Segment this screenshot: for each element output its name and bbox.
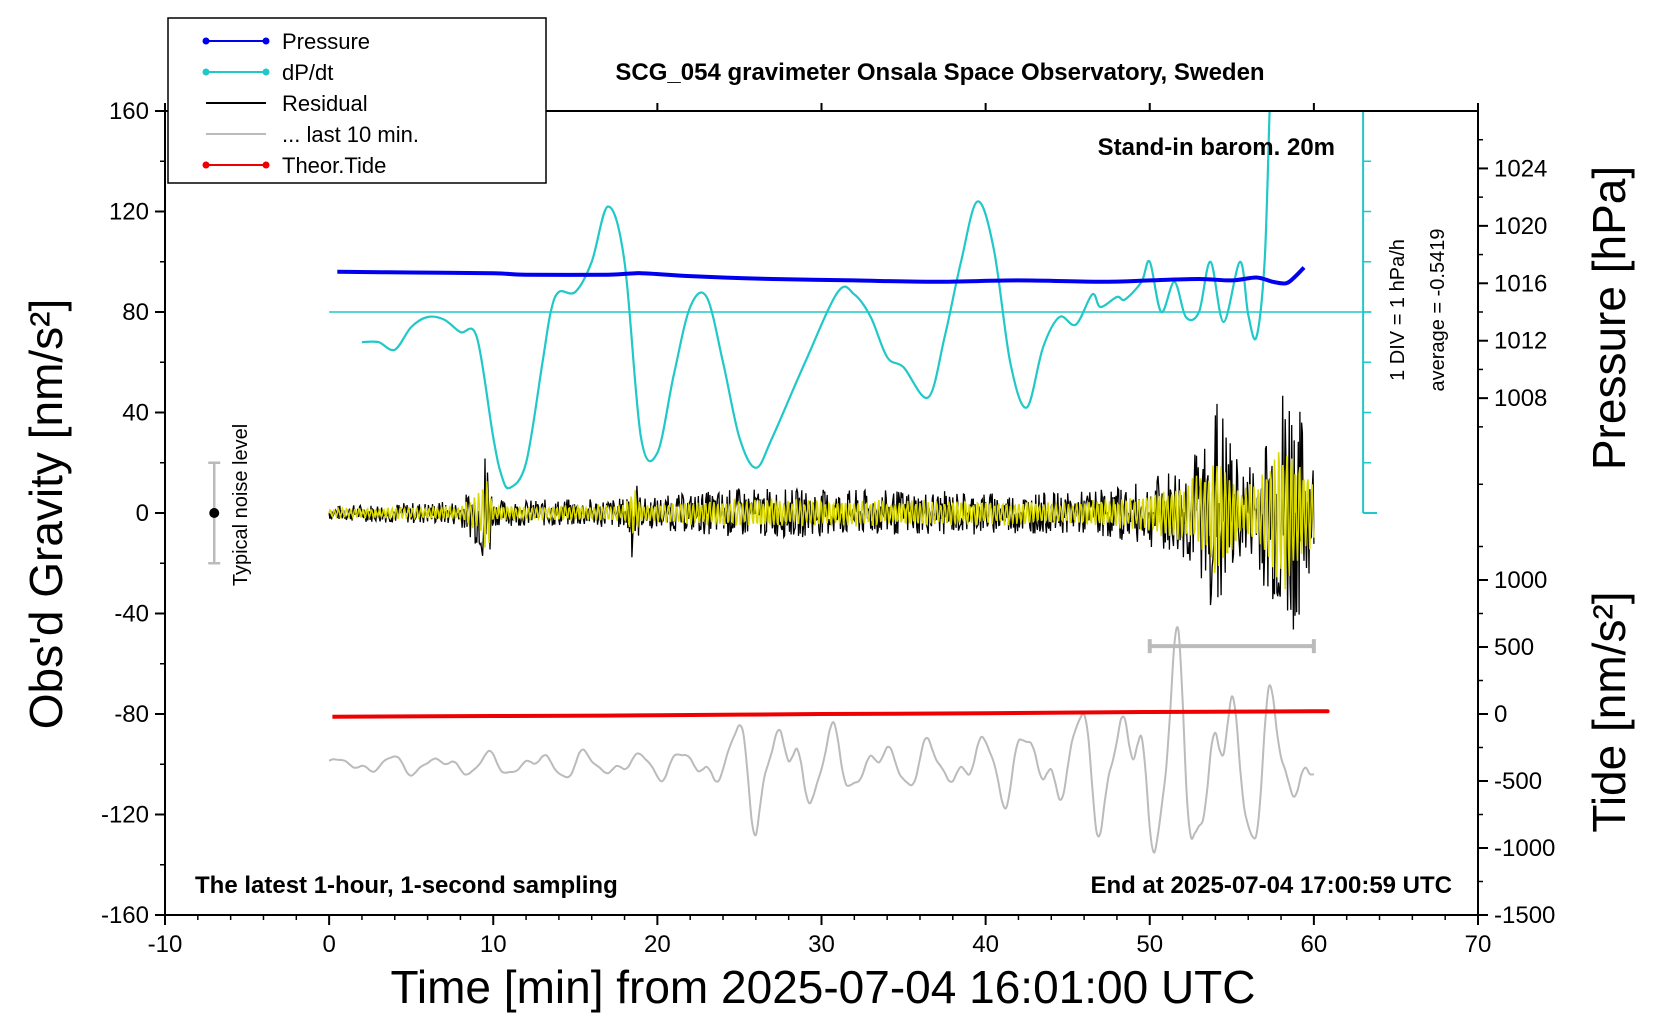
tide-tick-label: -1500 <box>1494 902 1555 929</box>
y-tick-label: 40 <box>122 400 149 427</box>
latest-note: The latest 1-hour, 1-second sampling <box>195 872 618 899</box>
tide-tick-label: 500 <box>1494 634 1534 661</box>
plot-clipped-group <box>208 111 1378 854</box>
legend-label: Pressure <box>282 29 370 54</box>
legend-label: dP/dt <box>282 60 333 85</box>
x-axis-title: Time [min] from 2025-07-04 16:01:00 UTC <box>391 961 1256 1013</box>
y-tick-label: -80 <box>114 701 149 728</box>
pressure-tick-label: 1016 <box>1494 270 1547 297</box>
y-tick-label: 120 <box>109 199 149 226</box>
plot-area <box>208 111 1378 854</box>
tide-tick-label: 0 <box>1494 701 1507 728</box>
legend-marker <box>262 37 270 45</box>
noise-level-label: Typical noise level <box>230 424 252 586</box>
average-note: average = -0.5419 <box>1427 229 1449 392</box>
x-tick-label: 70 <box>1465 931 1492 958</box>
dpdt-line <box>361 111 1271 490</box>
y-tick-label: 160 <box>109 98 149 125</box>
tide-tick-label: -500 <box>1494 768 1542 795</box>
x-tick-label: 60 <box>1301 931 1328 958</box>
pressure-tick-label: 1020 <box>1494 213 1547 240</box>
legend-marker <box>202 37 210 45</box>
y-tick-label: 0 <box>136 500 149 527</box>
x-tick-label: 50 <box>1136 931 1163 958</box>
axes: -10 0 10 20 30 40 50 60 7016012080400-40-80-120-… <box>101 98 1555 958</box>
y-tick-label: -40 <box>114 601 149 628</box>
chart-title: SCG_054 gravimeter Onsala Space Observat… <box>615 59 1264 86</box>
tide-tick-label: 1000 <box>1494 567 1547 594</box>
pressure-tick-label: 1012 <box>1494 328 1547 355</box>
x-tick-label: 0 <box>322 931 335 958</box>
scale-div-note: 1 DIV = 1 hPa/h <box>1387 239 1409 381</box>
annotations: SCG_054 gravimeter Onsala Space Observat… <box>20 59 1635 1013</box>
legend-marker <box>202 68 210 76</box>
pressure-tick-label: 1024 <box>1494 155 1547 182</box>
y-tick-label: -160 <box>101 902 149 929</box>
x-tick-label: 30 <box>808 931 835 958</box>
pressure-line <box>337 266 1306 286</box>
y-axis-title-pressure: Pressure [hPa] <box>1583 166 1635 470</box>
pressure-tick-label: 1008 <box>1494 385 1547 412</box>
last10-line <box>328 626 1315 854</box>
legend-marker <box>262 68 270 76</box>
legend: Pressure dP/dt Residual ... last 10 min. The… <box>167 17 547 184</box>
legend-label: Theor.Tide <box>282 153 386 178</box>
barometer-note: Stand-in barom. 20m <box>1098 134 1335 161</box>
tide-line <box>332 709 1330 719</box>
x-tick-label: 40 <box>972 931 999 958</box>
y-axis-title-tide: Tide [nm/s²] <box>1583 591 1635 832</box>
residual-line <box>328 395 1315 630</box>
y-axis-title-left: Obs'd Gravity [nm/s²] <box>20 299 72 730</box>
end-time-note: End at 2025-07-04 17:00:59 UTC <box>1091 872 1453 899</box>
legend-box <box>167 17 547 184</box>
legend-marker <box>202 161 210 169</box>
x-tick-label: -10 <box>148 931 183 958</box>
y-tick-label: -120 <box>101 802 149 829</box>
noise-dot <box>209 508 220 518</box>
legend-marker <box>262 161 270 169</box>
legend-label: ... last 10 min. <box>282 122 419 147</box>
x-tick-label: 20 <box>644 931 671 958</box>
legend-label: Residual <box>282 91 368 116</box>
y-tick-label: 80 <box>122 299 149 326</box>
x-tick-label: 10 <box>480 931 507 958</box>
tide-tick-label: -1000 <box>1494 835 1555 862</box>
residual-filtered-line <box>328 452 1315 590</box>
